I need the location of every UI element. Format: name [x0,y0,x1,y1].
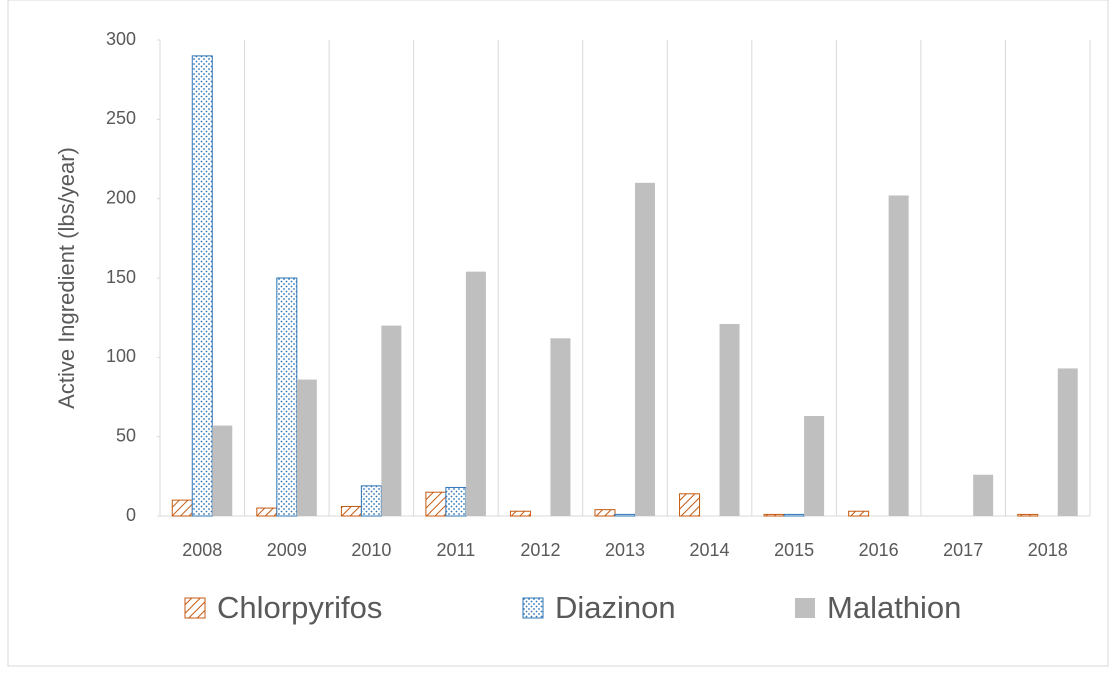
x-tick-label: 2012 [520,540,560,560]
bar [804,416,825,516]
x-tick-label: 2014 [690,540,730,560]
bar [679,493,701,517]
y-tick-label: 100 [106,346,136,366]
bar [296,379,317,516]
x-tick-label: 2018 [1028,540,1068,560]
legend-swatch [184,597,206,619]
bar [550,338,571,516]
y-tick-label: 300 [106,29,136,49]
bar [594,509,616,517]
bar [445,486,467,517]
bar [1017,513,1039,517]
bar [465,271,486,516]
bar [212,425,233,516]
bar [340,505,362,517]
y-tick-label: 150 [106,267,136,287]
legend-label: Chlorpyrifos [217,590,382,625]
bar [635,182,655,517]
x-tick-label: 2016 [859,540,899,560]
bar [719,324,740,516]
x-tick-label: 2017 [943,540,983,560]
x-tick-label: 2010 [351,540,391,560]
bar [783,513,805,517]
chart-border [7,0,1109,667]
bar [614,513,636,517]
bar [276,277,298,517]
bar [1057,368,1078,516]
x-tick-label: 2008 [182,540,222,560]
y-tick-label: 0 [126,505,136,525]
bar [888,195,909,516]
legend-label: Diazinon [555,590,676,625]
bar [191,55,213,517]
bar [973,474,994,516]
bar [848,510,870,517]
bar [171,499,193,517]
bar [256,507,278,517]
bar [381,325,402,516]
x-tick-label: 2013 [605,540,645,560]
bar [763,513,785,517]
legend-swatch [795,598,815,618]
bar [360,485,382,517]
x-tick-label: 2009 [267,540,307,560]
legend-swatch [522,597,544,619]
y-axis-label: Active Ingredient (lbs/year) [54,147,79,409]
x-tick-label: 2011 [437,540,476,560]
bar [509,510,531,517]
y-tick-label: 200 [106,187,136,207]
bar [425,491,447,517]
legend-label: Malathion [827,590,961,625]
x-tick-label: 2015 [774,540,814,560]
y-tick-label: 250 [106,108,136,128]
y-tick-label: 50 [116,425,136,445]
